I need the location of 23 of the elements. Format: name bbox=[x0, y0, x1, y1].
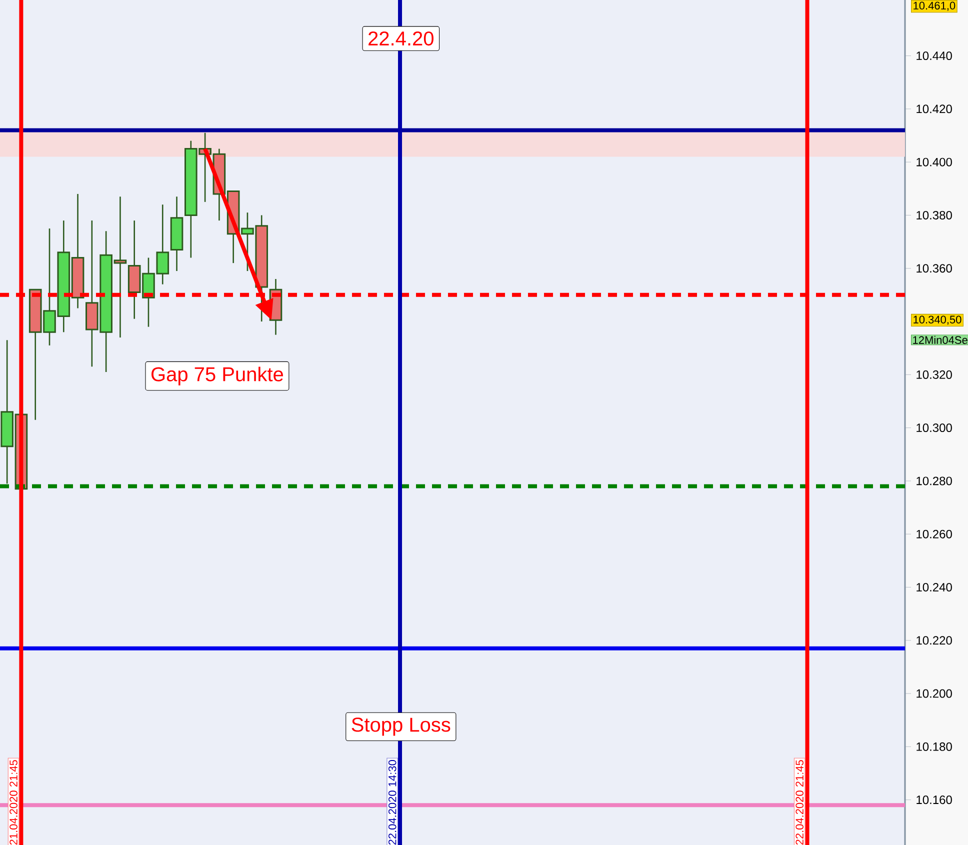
y-tick-label: 10.260 bbox=[916, 530, 952, 538]
y-tick-label: 10.320 bbox=[916, 370, 952, 379]
y-tick-label: 10.400 bbox=[916, 158, 952, 166]
annotation: 22.04.2020 14:30 bbox=[388, 760, 396, 845]
y-tick-label: 10.240 bbox=[916, 582, 952, 592]
annotation: 21.04.2020 21:45 bbox=[10, 760, 18, 845]
annotation: 22.4.20 bbox=[368, 31, 434, 46]
y-tick-label: 10.280 bbox=[916, 476, 952, 486]
annotation: 22.04.2020 21:45 bbox=[796, 760, 804, 845]
y-tick-label: 10.420 bbox=[916, 104, 952, 114]
text: 10.461,0 bbox=[914, 2, 956, 11]
y-tick-label: 10.200 bbox=[916, 689, 952, 698]
y-tick-label: 10.360 bbox=[916, 264, 952, 273]
text: 12Min04Se bbox=[913, 336, 968, 344]
y-tick-label: 10.300 bbox=[916, 424, 952, 432]
y-tick-label: 10.440 bbox=[916, 52, 952, 60]
y-tick-label: 10.380 bbox=[916, 210, 952, 220]
y-tick-label: 10.160 bbox=[916, 796, 952, 804]
annotation: Gap 75 Punkte bbox=[152, 366, 283, 386]
y-tick-label: 10.180 bbox=[916, 742, 952, 751]
y-tick-label: 10.220 bbox=[916, 636, 952, 645]
annotation: Stopp Loss bbox=[352, 718, 450, 736]
text: 10.340,50 bbox=[914, 316, 962, 325]
